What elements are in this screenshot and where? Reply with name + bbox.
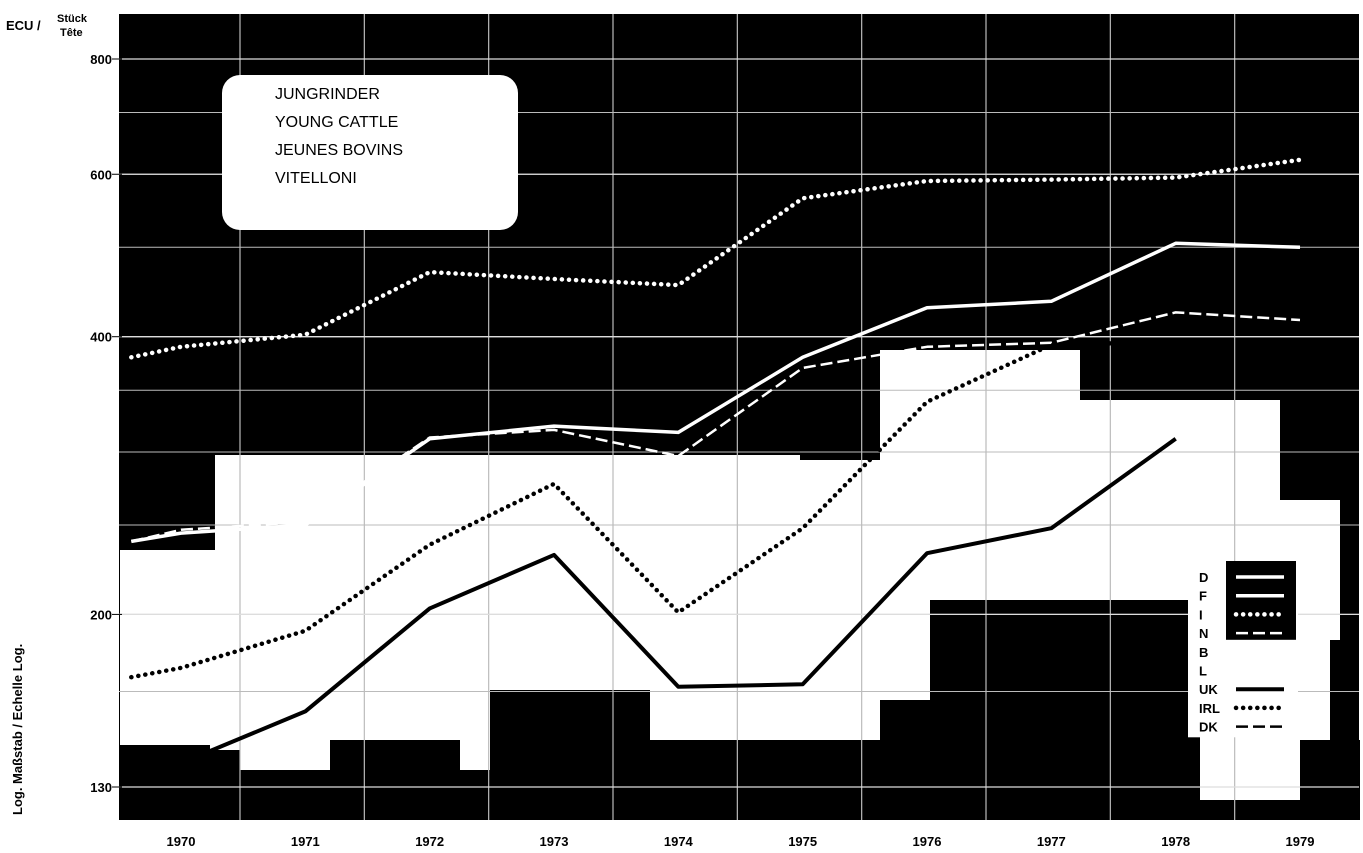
y-unit: ECU / Stück Tête	[6, 13, 88, 39]
legend-bg-upper	[1226, 561, 1296, 640]
legend-label: D	[1199, 570, 1208, 585]
background-patch-dark	[930, 600, 1130, 800]
y-tick-label: 600	[90, 167, 112, 182]
background-patch-dark	[490, 690, 650, 820]
legend-label: UK	[1199, 682, 1218, 697]
title-line-4: VITELLONI	[275, 170, 357, 187]
legend-label: L	[1199, 664, 1207, 679]
y-unit-bottom: Tête	[60, 27, 83, 39]
x-tick-label: 1975	[788, 834, 817, 849]
y-tick-labels: 130 200 400 600 800	[90, 52, 122, 795]
y-tick-label: 130	[90, 780, 112, 795]
series-group	[129, 157, 1303, 774]
legend-label: N	[1199, 626, 1208, 641]
title-line-2: YOUNG CATTLE	[275, 114, 398, 131]
legend-label: I	[1199, 607, 1203, 622]
x-tick-labels: 1970 1971 1972 1973 1974 1975 1976 1977 1978 1979	[167, 834, 1315, 849]
x-tick-label: 1974	[664, 834, 694, 849]
x-tick-label: 1972	[415, 834, 444, 849]
y-tick-label: 200	[90, 607, 112, 622]
background-patch-dark	[210, 790, 310, 820]
title-box-bg	[222, 75, 518, 230]
legend-label: DK	[1199, 720, 1218, 735]
x-tick-label: 1979	[1286, 834, 1315, 849]
y-tick-label: 800	[90, 52, 112, 67]
legend-label: F	[1199, 589, 1207, 604]
x-tick-label: 1977	[1037, 834, 1066, 849]
x-tick-label: 1970	[167, 834, 196, 849]
legend-label: B	[1199, 645, 1208, 660]
x-tick-label: 1976	[913, 834, 942, 849]
title-line-3: JEUNES BOVINS	[275, 142, 403, 159]
series-line-dotted-white	[129, 157, 1303, 360]
title-box: JUNGRINDER YOUNG CATTLE JEUNES BOVINS VI…	[222, 75, 518, 230]
background-patch-dark	[1300, 740, 1360, 820]
series-line-dotted-black	[129, 339, 1178, 680]
background-patch	[120, 690, 300, 750]
y-axis-label: Log. Maßstab / Echelle Log.	[10, 644, 25, 815]
y-unit-top: Stück	[57, 13, 88, 25]
series-line-dashed-white	[131, 311, 1301, 543]
y-unit-prefix: ECU /	[6, 18, 41, 33]
x-tick-label: 1971	[291, 834, 320, 849]
title-line-1: JUNGRINDER	[275, 86, 380, 103]
x-tick-label: 1978	[1161, 834, 1190, 849]
series-line-solid-white	[131, 241, 1301, 544]
series-line-solid-black	[130, 437, 1177, 774]
x-tick-label: 1973	[540, 834, 569, 849]
background-patch-dark	[330, 740, 460, 820]
y-tick-label: 400	[90, 330, 112, 345]
legend-label: IRL	[1199, 701, 1220, 716]
